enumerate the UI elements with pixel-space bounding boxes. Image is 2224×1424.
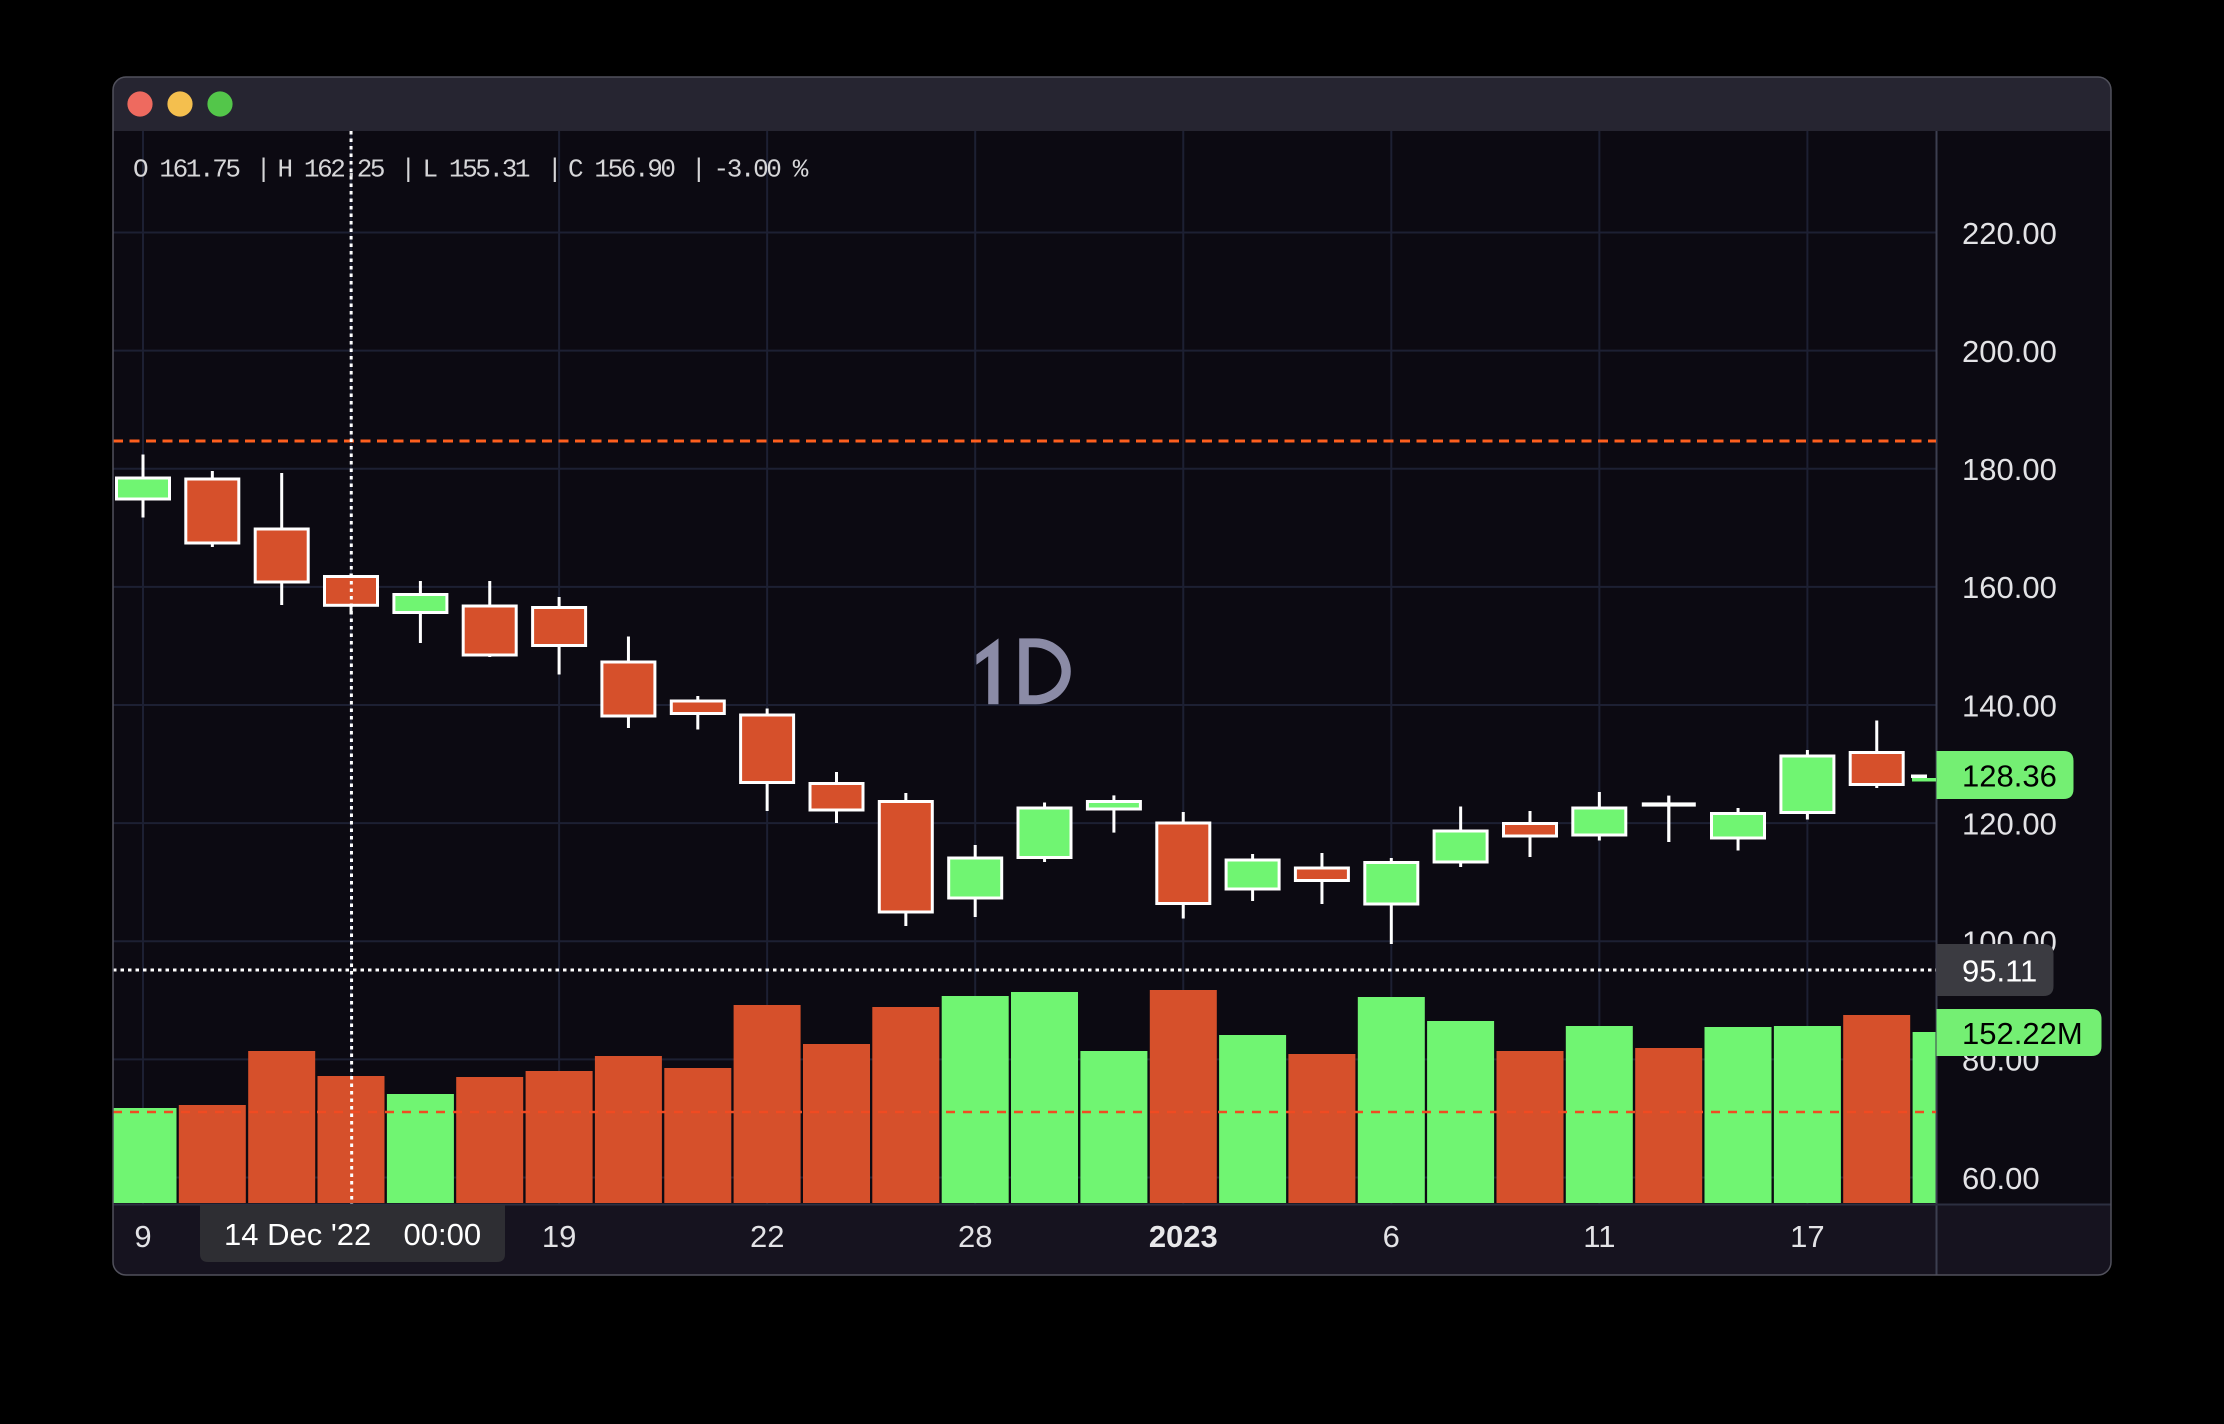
svg-text:|: | [256, 154, 269, 184]
svg-text:28: 28 [958, 1219, 992, 1254]
svg-text:200.00: 200.00 [1962, 334, 2057, 369]
svg-text:00:00: 00:00 [404, 1217, 482, 1252]
svg-text:22: 22 [750, 1219, 784, 1254]
svg-text:O 161.75: O 161.75 [133, 154, 239, 184]
svg-text:128.36: 128.36 [1962, 758, 2057, 793]
svg-text:160.00: 160.00 [1962, 570, 2057, 605]
svg-text:|: | [691, 154, 704, 184]
svg-text:H 162.25: H 162.25 [278, 154, 384, 184]
svg-text:60.00: 60.00 [1962, 1161, 2040, 1196]
svg-text:9: 9 [134, 1219, 151, 1254]
svg-text:2023: 2023 [1149, 1219, 1218, 1254]
svg-text:19: 19 [542, 1219, 576, 1254]
svg-text:C 156.90: C 156.90 [568, 154, 674, 184]
svg-text:|: | [547, 154, 560, 184]
svg-text:6: 6 [1383, 1219, 1400, 1254]
svg-text:17: 17 [1790, 1219, 1824, 1254]
svg-text:220.00: 220.00 [1962, 216, 2057, 251]
svg-text:180.00: 180.00 [1962, 452, 2057, 487]
svg-text:95.11: 95.11 [1962, 953, 2037, 988]
svg-text:152.22M: 152.22M [1962, 1016, 2083, 1051]
svg-text:|: | [401, 154, 414, 184]
svg-text:L 155.31: L 155.31 [423, 154, 530, 184]
svg-text:11: 11 [1583, 1219, 1615, 1254]
svg-text:-3.00 %: -3.00 % [714, 154, 809, 184]
svg-text:140.00: 140.00 [1962, 688, 2057, 723]
svg-text:14 Dec '22: 14 Dec '22 [224, 1217, 371, 1252]
svg-text:120.00: 120.00 [1962, 806, 2057, 841]
